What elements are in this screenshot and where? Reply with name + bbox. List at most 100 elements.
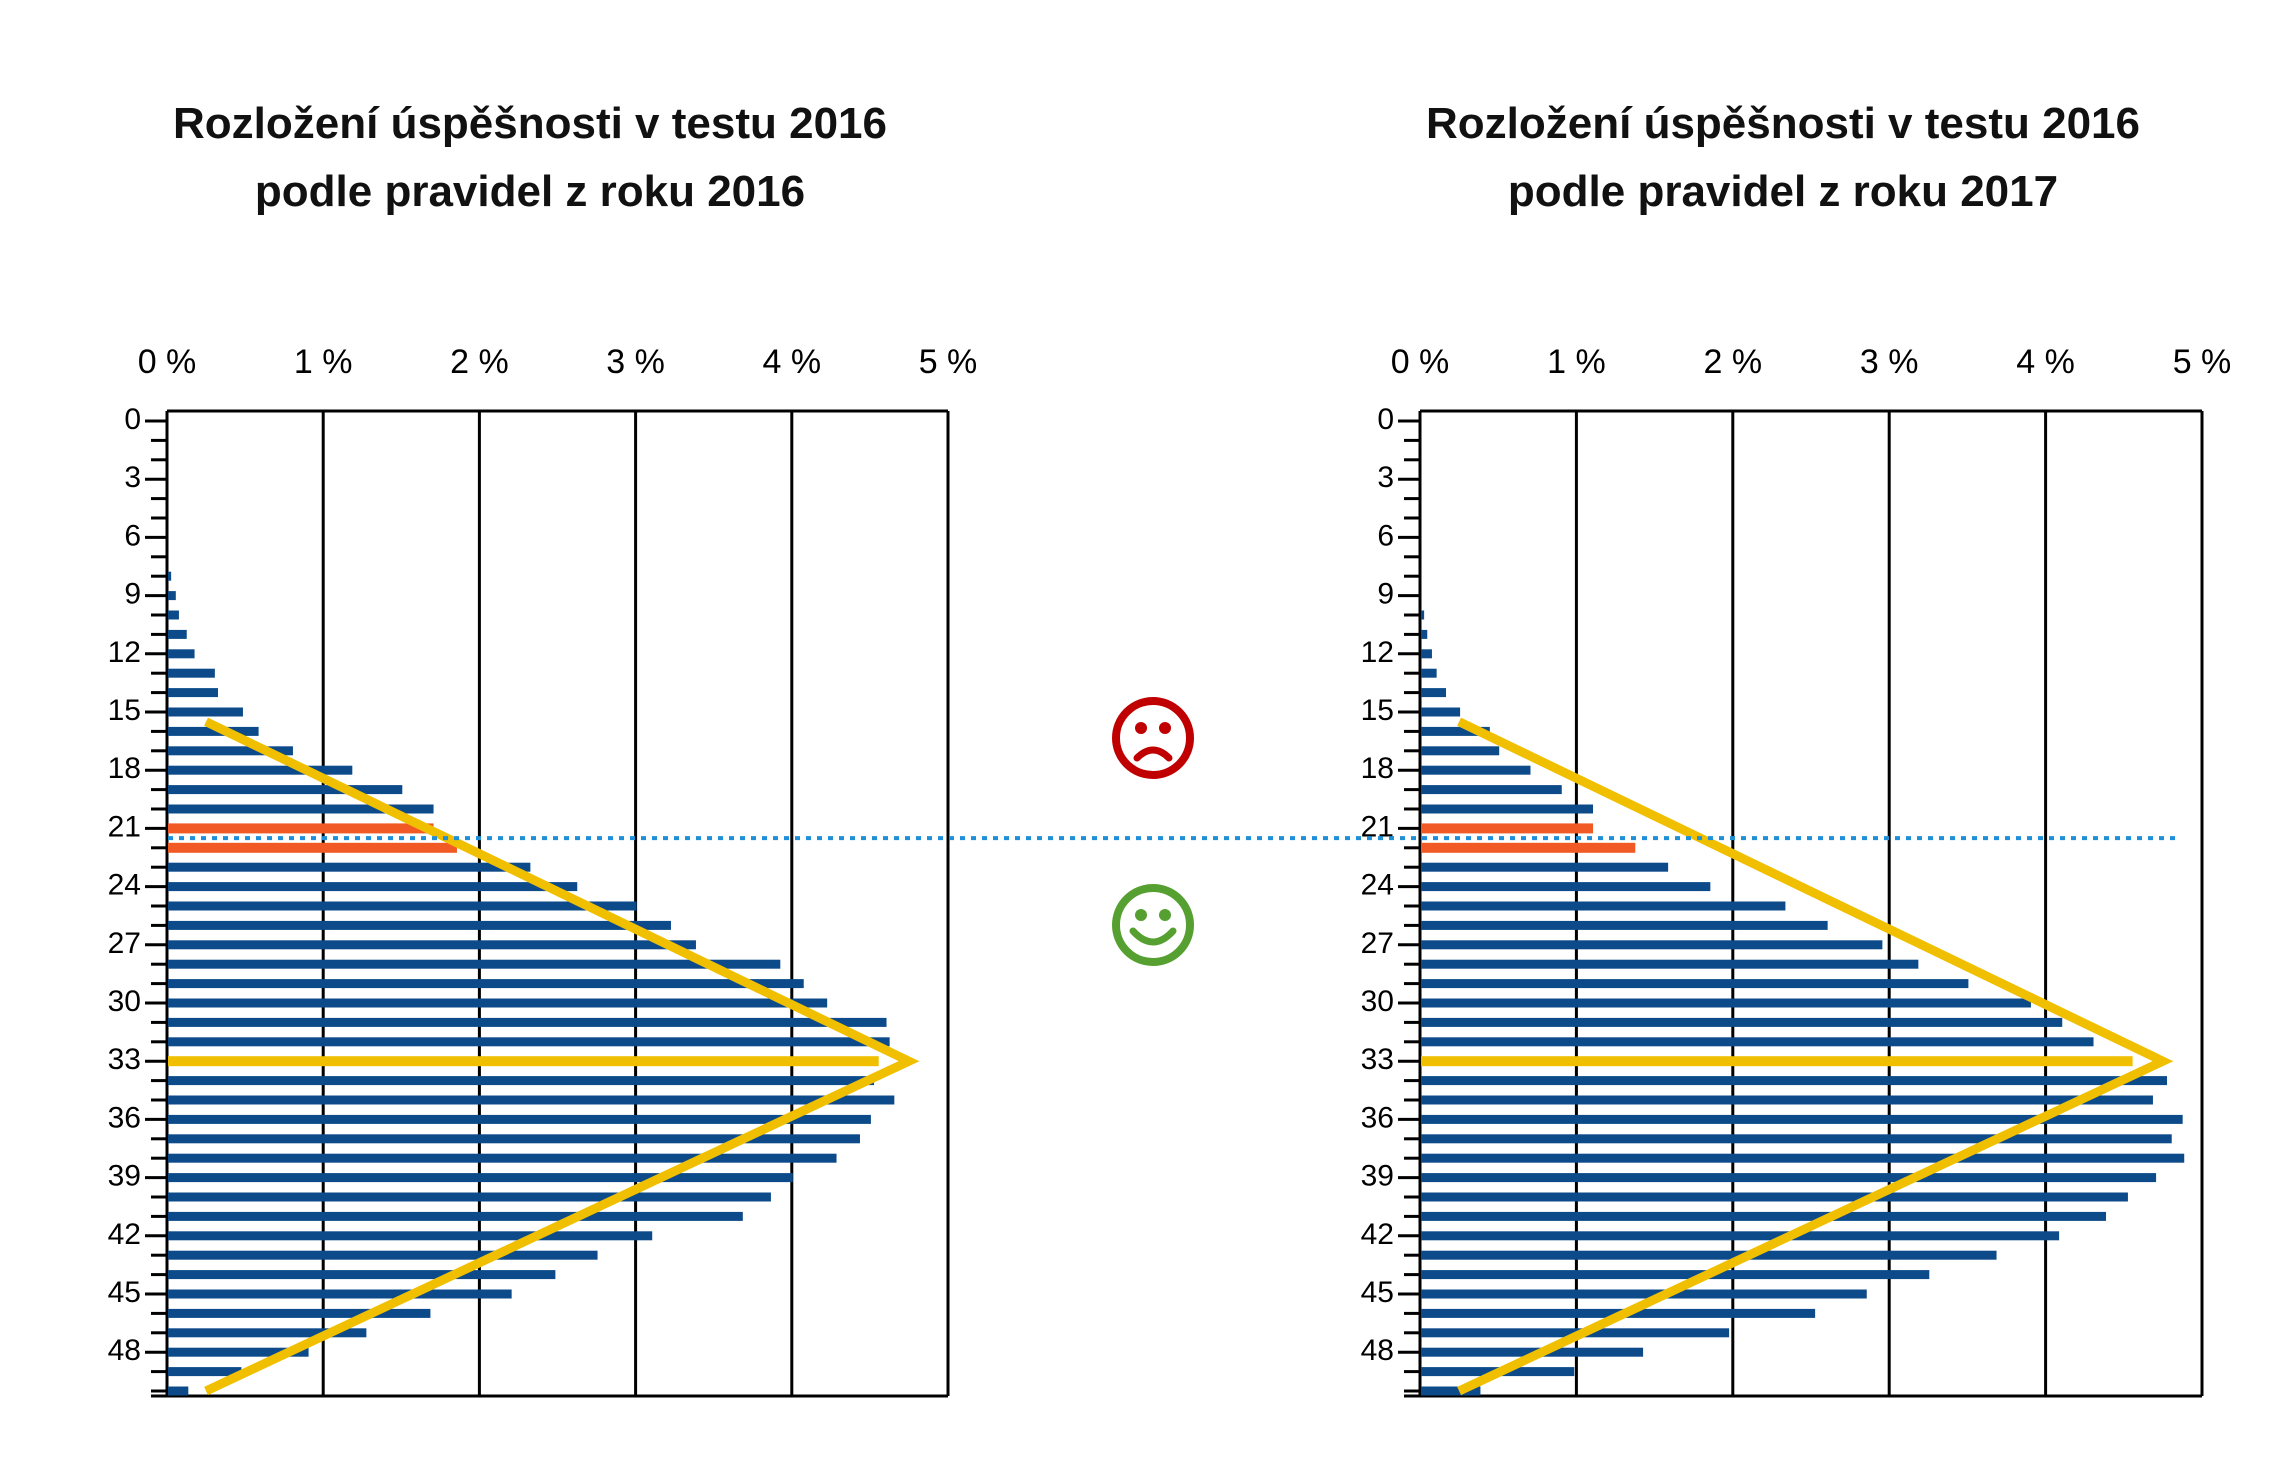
- x-tick-label-left-1: 1 %: [294, 343, 353, 381]
- bar-left-10: [168, 610, 179, 620]
- bar-left-50: [168, 1386, 189, 1396]
- triangle-outline-left: [204, 717, 920, 1396]
- bar-left-11: [168, 629, 187, 639]
- x-tick-label-left-5: 5 %: [919, 343, 978, 381]
- bar-right-43: [1421, 1250, 1997, 1260]
- bar-left-29: [168, 979, 804, 989]
- bar-left-33: [168, 1056, 879, 1067]
- y-tick-label-left-42: 42: [108, 1218, 141, 1251]
- x-tick-label-right-5: 5 %: [2173, 343, 2232, 381]
- y-tick-label-right-39: 39: [1361, 1160, 1394, 1193]
- y-tick-label-right-24: 24: [1361, 869, 1394, 902]
- bar-left-48: [168, 1347, 309, 1357]
- y-tick-label-left-30: 30: [108, 985, 141, 1018]
- bar-left-23: [168, 862, 531, 872]
- bar-left-26: [168, 920, 671, 930]
- y-tick-label-right-33: 33: [1361, 1043, 1394, 1076]
- x-tick-label-left-3: 3 %: [606, 343, 665, 381]
- bar-right-36: [1421, 1114, 2183, 1124]
- y-tick-label-right-30: 30: [1361, 985, 1394, 1018]
- bar-right-32: [1421, 1037, 2094, 1047]
- bar-right-16: [1421, 726, 1490, 736]
- y-tick-label-right-6: 6: [1377, 519, 1394, 552]
- bar-left-27: [168, 940, 696, 950]
- bar-right-24: [1421, 882, 1711, 892]
- bar-right-26: [1421, 920, 1828, 930]
- bar-right-15: [1421, 707, 1461, 717]
- y-tick-label-right-27: 27: [1361, 927, 1394, 960]
- y-tick-label-right-21: 21: [1361, 810, 1394, 843]
- happy-face-icon-eye-right: [1159, 909, 1171, 921]
- triangle-outline-right: [1457, 717, 2174, 1396]
- x-tick-label-right-3: 3 %: [1860, 343, 1919, 381]
- bar-right-11: [1421, 629, 1428, 639]
- y-tick-label-left-48: 48: [108, 1334, 141, 1367]
- bar-left-41: [168, 1211, 743, 1221]
- bar-left-16: [168, 726, 259, 736]
- bar-left-13: [168, 668, 215, 678]
- chart-title-left: Rozložení úspěšnosti v testu 2016 podle …: [30, 90, 1030, 226]
- bar-left-14: [168, 688, 218, 698]
- happy-face-icon-mouth: [1129, 927, 1177, 946]
- y-tick-label-left-12: 12: [108, 636, 141, 669]
- bar-left-31: [168, 1017, 887, 1027]
- bar-left-42: [168, 1231, 653, 1241]
- bar-left-49: [168, 1367, 242, 1377]
- bar-left-46: [168, 1308, 431, 1318]
- y-tick-label-left-24: 24: [108, 869, 141, 902]
- bar-right-30: [1421, 998, 2031, 1008]
- bar-left-38: [168, 1153, 837, 1163]
- bar-right-20: [1421, 804, 1594, 814]
- y-tick-label-right-48: 48: [1361, 1334, 1394, 1367]
- bar-left-37: [168, 1134, 860, 1144]
- bar-right-40: [1421, 1192, 2128, 1202]
- x-tick-label-right-4: 4 %: [2016, 343, 2075, 381]
- y-tick-label-right-42: 42: [1361, 1218, 1394, 1251]
- y-tick-label-left-45: 45: [108, 1276, 141, 1309]
- bar-right-12: [1421, 649, 1432, 659]
- y-tick-label-right-45: 45: [1361, 1276, 1394, 1309]
- bar-left-43: [168, 1250, 598, 1260]
- bar-right-21: [1421, 823, 1594, 834]
- chart-title-right-line-1: Rozložení úspěšnosti v testu 2016: [1426, 99, 2140, 148]
- x-tick-label-left-4: 4 %: [763, 343, 822, 381]
- bar-right-33: [1421, 1056, 2133, 1067]
- y-tick-label-left-33: 33: [108, 1043, 141, 1076]
- y-tick-label-left-9: 9: [124, 578, 141, 611]
- sad-face-icon-eye-left: [1135, 722, 1147, 734]
- sad-face-icon-mouth: [1133, 746, 1173, 762]
- y-tick-label-left-27: 27: [108, 927, 141, 960]
- chart-right: 0 % 1 % 2 % 3 % 4 % 5 %0369121518212427303336…: [1361, 343, 2232, 1398]
- x-tick-label-left-0: 0 %: [138, 343, 197, 381]
- bar-left-44: [168, 1270, 556, 1280]
- y-tick-label-left-6: 6: [124, 519, 141, 552]
- bar-right-37: [1421, 1134, 2172, 1144]
- bar-left-30: [168, 998, 828, 1008]
- bar-left-17: [168, 746, 293, 756]
- bar-right-31: [1421, 1017, 2063, 1027]
- y-tick-label-left-39: 39: [108, 1160, 141, 1193]
- bar-right-44: [1421, 1270, 1930, 1280]
- bar-left-32: [168, 1037, 890, 1047]
- bar-left-24: [168, 882, 578, 892]
- bar-left-47: [168, 1328, 367, 1338]
- bar-left-35: [168, 1095, 895, 1105]
- bar-left-18: [168, 765, 353, 775]
- y-tick-label-right-0: 0: [1377, 403, 1394, 436]
- chart-title-left-line-2: podle pravidel z roku 2016: [254, 167, 806, 216]
- bar-right-10: [1421, 610, 1425, 620]
- chart-title-right: Rozložení úspěšnosti v testu 2016 podle …: [1283, 90, 2280, 226]
- bar-right-13: [1421, 668, 1437, 678]
- bar-right-35: [1421, 1095, 2153, 1105]
- bar-left-9: [168, 591, 176, 601]
- bar-left-21: [168, 823, 434, 834]
- bar-right-39: [1421, 1173, 2157, 1183]
- bar-right-14: [1421, 688, 1447, 698]
- sad-face-icon-ring: [1112, 697, 1194, 779]
- happy-face-icon-eye-left: [1135, 909, 1147, 921]
- y-tick-label-left-3: 3: [124, 461, 141, 494]
- bar-left-39: [168, 1173, 793, 1183]
- bar-right-41: [1421, 1211, 2107, 1221]
- y-tick-label-left-21: 21: [108, 810, 141, 843]
